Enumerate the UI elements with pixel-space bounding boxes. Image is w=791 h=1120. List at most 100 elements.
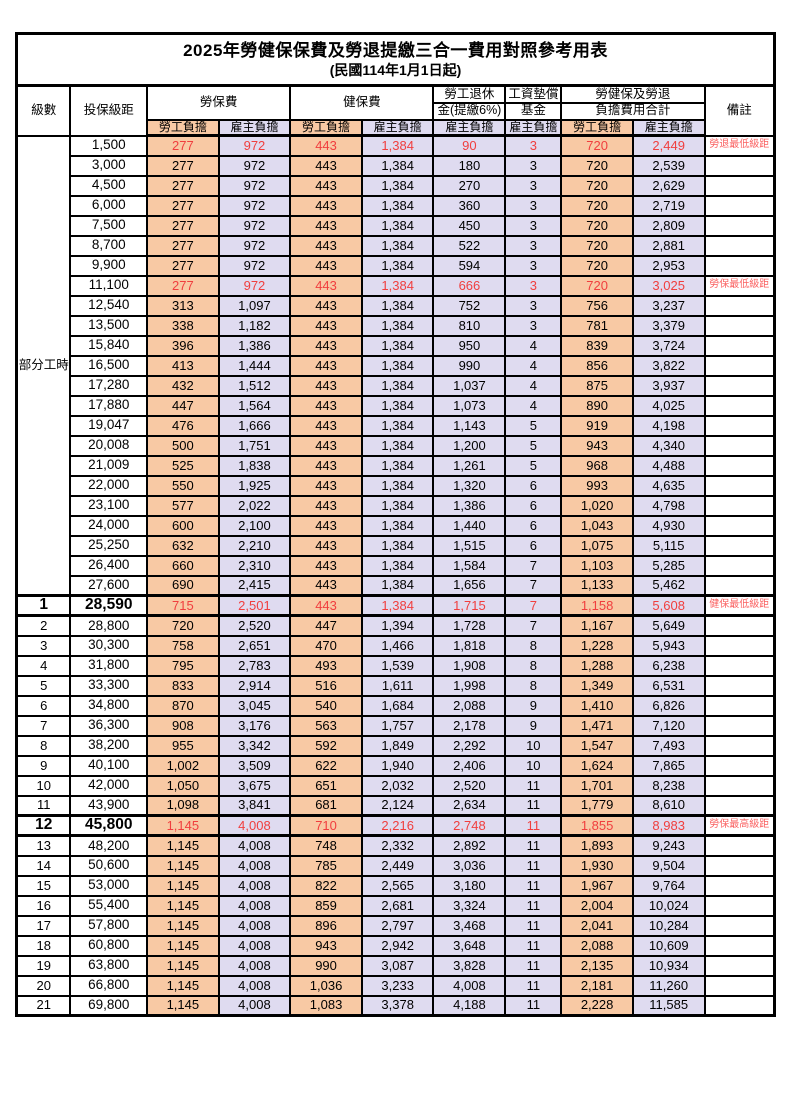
cell-level: 3 xyxy=(15,634,72,657)
table-row: 6,000 277 972 443 1,384 360 3 720 2,719 xyxy=(17,194,776,217)
cell-health-ins-employer: 1,384 xyxy=(360,334,435,357)
subheader-labor-employee: 勞工負擔 xyxy=(146,118,220,137)
cell-salary-bracket: 43,900 xyxy=(69,794,149,817)
cell-wage-fund-employer: 3 xyxy=(504,134,563,157)
cell-total-employer: 3,379 xyxy=(631,314,706,337)
cell-level: 18 xyxy=(15,934,72,957)
cell-health-ins-employee: 1,036 xyxy=(289,974,363,997)
cell-level: 12 xyxy=(15,814,72,837)
cell-wage-fund-employer: 8 xyxy=(504,674,563,697)
cell-salary-bracket: 25,250 xyxy=(69,534,149,557)
cell-total-employee: 2,228 xyxy=(560,994,634,1017)
cell-total-employer: 9,504 xyxy=(631,854,706,877)
cell-total-employer: 5,943 xyxy=(631,634,706,657)
cell-total-employer: 4,635 xyxy=(631,474,706,497)
cell-level: 14 xyxy=(15,854,72,877)
table-row: 24,000 600 2,100 443 1,384 1,440 6 1,043 4,930 xyxy=(17,514,776,537)
cell-salary-bracket: 31,800 xyxy=(69,654,149,677)
cell-labor-ins-employee: 413 xyxy=(146,354,220,377)
cell-labor-ins-employee: 795 xyxy=(146,654,220,677)
cell-labor-ins-employer: 972 xyxy=(217,274,292,297)
cell-labor-ins-employee: 1,145 xyxy=(146,994,220,1017)
cell-wage-fund-employer: 4 xyxy=(504,374,563,397)
cell-total-employee: 1,471 xyxy=(560,714,634,737)
cell-labor-ins-employee: 396 xyxy=(146,334,220,357)
cell-pension-employer: 2,520 xyxy=(432,774,507,797)
cell-health-ins-employee: 822 xyxy=(289,874,363,897)
cell-labor-ins-employer: 972 xyxy=(217,174,292,197)
cell-health-ins-employee: 443 xyxy=(289,574,363,597)
cell-total-employee: 720 xyxy=(560,194,634,217)
cell-labor-ins-employer: 3,675 xyxy=(217,774,292,797)
cell-labor-ins-employee: 277 xyxy=(146,254,220,277)
cell-wage-fund-employer: 5 xyxy=(504,434,563,457)
cell-health-ins-employer: 1,384 xyxy=(360,354,435,377)
cell-remark xyxy=(703,494,776,517)
cell-remark xyxy=(703,234,776,257)
col-header-level: 級數 xyxy=(15,84,72,137)
cell-pension-employer: 950 xyxy=(432,334,507,357)
table-row: 19,047 476 1,666 443 1,384 1,143 5 919 4,198 xyxy=(17,414,776,437)
cell-remark xyxy=(703,754,776,777)
cell-health-ins-employee: 443 xyxy=(289,314,363,337)
cell-health-ins-employee: 443 xyxy=(289,494,363,517)
cell-remark xyxy=(703,694,776,717)
table-row: 20 66,800 1,145 4,008 1,036 3,233 4,008 11 2,181… xyxy=(15,974,776,997)
cell-total-employee: 1,967 xyxy=(560,874,634,897)
cell-wage-fund-employer: 3 xyxy=(504,214,563,237)
cell-labor-ins-employer: 2,501 xyxy=(217,594,292,617)
cell-total-employee: 2,004 xyxy=(560,894,634,917)
cell-total-employee: 875 xyxy=(560,374,634,397)
cell-labor-ins-employee: 600 xyxy=(146,514,220,537)
cell-health-ins-employee: 443 xyxy=(289,514,363,537)
cell-remark: 勞保最高級距 xyxy=(703,814,776,837)
cell-pension-employer: 594 xyxy=(432,254,507,277)
cell-level: 9 xyxy=(15,754,72,777)
cell-pension-employer: 3,468 xyxy=(432,914,507,937)
cell-labor-ins-employee: 277 xyxy=(146,234,220,257)
col-header-total-line2: 負擔費用合計 xyxy=(560,101,706,121)
cell-health-ins-employee: 1,083 xyxy=(289,994,363,1017)
cell-health-ins-employer: 1,384 xyxy=(360,454,435,477)
cell-total-employee: 1,103 xyxy=(560,554,634,577)
cell-remark: 勞保最低級距 xyxy=(703,274,776,297)
cell-labor-ins-employer: 1,751 xyxy=(217,434,292,457)
cell-total-employee: 720 xyxy=(560,274,634,297)
cell-health-ins-employee: 447 xyxy=(289,614,363,637)
cell-labor-ins-employer: 1,925 xyxy=(217,474,292,497)
cell-total-employer: 4,340 xyxy=(631,434,706,457)
cell-total-employer: 8,983 xyxy=(631,814,706,837)
cell-total-employer: 5,115 xyxy=(631,534,706,557)
cell-labor-ins-employer: 2,310 xyxy=(217,554,292,577)
cell-health-ins-employer: 1,384 xyxy=(360,414,435,437)
cell-labor-ins-employer: 4,008 xyxy=(217,874,292,897)
cell-remark xyxy=(703,314,776,337)
cell-health-ins-employee: 443 xyxy=(289,414,363,437)
cell-wage-fund-employer: 6 xyxy=(504,534,563,557)
cell-level: 1 xyxy=(15,594,72,617)
table-row: 18 60,800 1,145 4,008 943 2,942 3,648 11 2,088 10… xyxy=(15,934,776,957)
cell-salary-bracket: 12,540 xyxy=(69,294,149,317)
cell-salary-bracket: 7,500 xyxy=(69,214,149,237)
cell-wage-fund-employer: 9 xyxy=(504,694,563,717)
cell-total-employer: 4,198 xyxy=(631,414,706,437)
cell-level: 8 xyxy=(15,734,72,757)
cell-pension-employer: 2,634 xyxy=(432,794,507,817)
table-row: 13,500 338 1,182 443 1,384 810 3 781 3,379 xyxy=(17,314,776,337)
cell-level: 19 xyxy=(15,954,72,977)
cell-total-employer: 3,822 xyxy=(631,354,706,377)
cell-wage-fund-employer: 7 xyxy=(504,594,563,617)
cell-wage-fund-employer: 5 xyxy=(504,454,563,477)
cell-salary-bracket: 11,100 xyxy=(69,274,149,297)
cell-labor-ins-employee: 277 xyxy=(146,274,220,297)
cell-health-ins-employee: 493 xyxy=(289,654,363,677)
cell-labor-ins-employer: 3,342 xyxy=(217,734,292,757)
table-row: 9 40,100 1,002 3,509 622 1,940 2,406 10 1,624 7,8… xyxy=(15,754,776,777)
cell-total-employer: 9,764 xyxy=(631,874,706,897)
header-row-2: 金(提繳6%) 基金 負擔費用合計 xyxy=(17,101,775,121)
cell-health-ins-employer: 1,384 xyxy=(360,214,435,237)
cell-pension-employer: 4,008 xyxy=(432,974,507,997)
cell-health-ins-employer: 2,942 xyxy=(360,934,435,957)
table-row: 4,500 277 972 443 1,384 270 3 720 2,629 xyxy=(17,174,776,197)
cell-salary-bracket: 19,047 xyxy=(69,414,149,437)
